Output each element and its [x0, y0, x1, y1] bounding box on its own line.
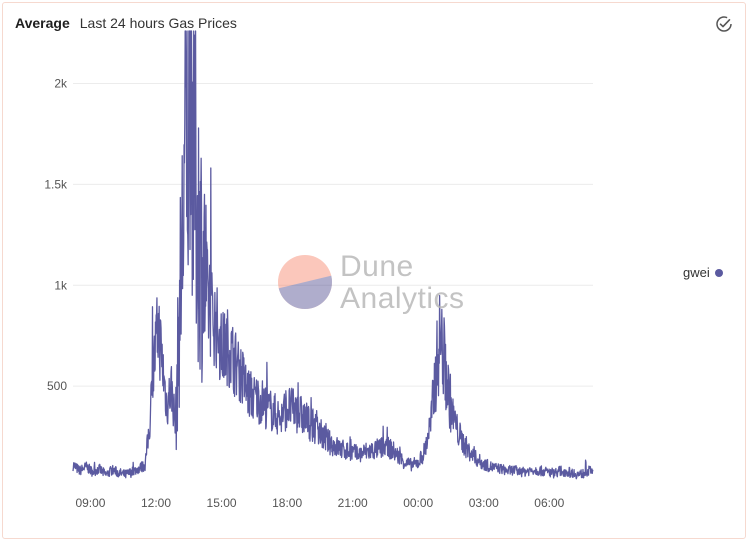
x-tick-label: 09:00 [75, 496, 105, 510]
x-tick-label: 00:00 [403, 496, 433, 510]
y-tick-label: 1k [54, 278, 68, 292]
x-tick-label: 06:00 [534, 496, 564, 510]
chart-card: Average Last 24 hours Gas Prices 500 1k 1.… [2, 2, 746, 539]
chart-header: Average Last 24 hours Gas Prices [15, 15, 237, 35]
series-line-gwei [72, 30, 594, 480]
x-tick-label: 18:00 [272, 496, 302, 510]
line-chart: 500 1k 1.5k 2k 09:00 12:00 15:00 18:00 21:00 00:0… [44, 30, 594, 510]
x-tick-label: 21:00 [338, 496, 368, 510]
legend-dot-icon [714, 268, 723, 277]
legend-label: gwei [683, 265, 710, 280]
y-tick-label: 500 [47, 379, 67, 393]
x-tick-label: 15:00 [207, 496, 237, 510]
chart-title: Average [15, 15, 70, 31]
x-tick-label: 12:00 [141, 496, 171, 510]
y-tick-label: 1.5k [44, 177, 68, 191]
chart-legend[interactable]: gwei [683, 265, 723, 280]
x-tick-label: 03:00 [469, 496, 499, 510]
chart-subtitle: Last 24 hours Gas Prices [79, 15, 237, 31]
check-circle-icon[interactable] [715, 15, 733, 33]
y-tick-label: 2k [54, 77, 68, 91]
